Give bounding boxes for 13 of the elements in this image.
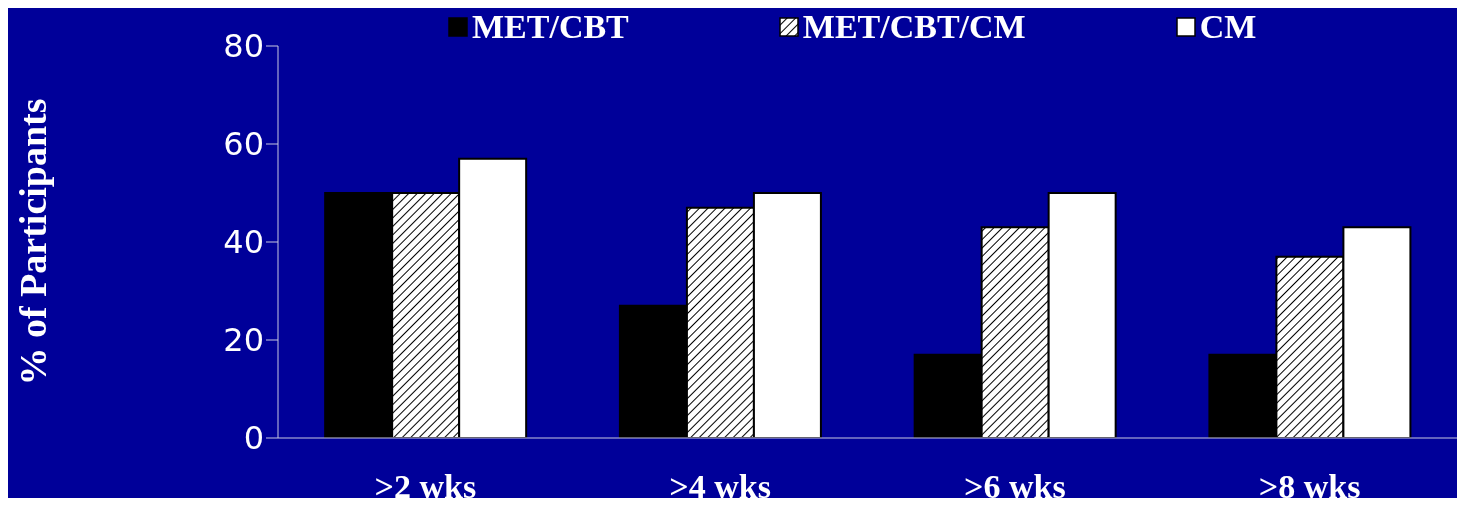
y-tick-label: 60: [223, 125, 264, 164]
y-tick-label: 0: [243, 419, 264, 458]
y-axis-title: % of Participants: [12, 98, 55, 386]
legend-label: CM: [1199, 8, 1257, 46]
x-tick-label: >2 wks: [374, 468, 477, 506]
y-tick-label: 40: [223, 223, 264, 262]
y-tick-label: 80: [223, 27, 264, 66]
legend-label: MET/CBT: [472, 8, 629, 46]
x-tick-label: >8 wks: [1258, 468, 1361, 506]
legend-label: MET/CBT/CM: [802, 8, 1026, 46]
x-tick-label: >6 wks: [964, 468, 1066, 506]
x-tick-label: >4 wks: [669, 468, 771, 506]
y-tick-label: 20: [223, 321, 264, 360]
